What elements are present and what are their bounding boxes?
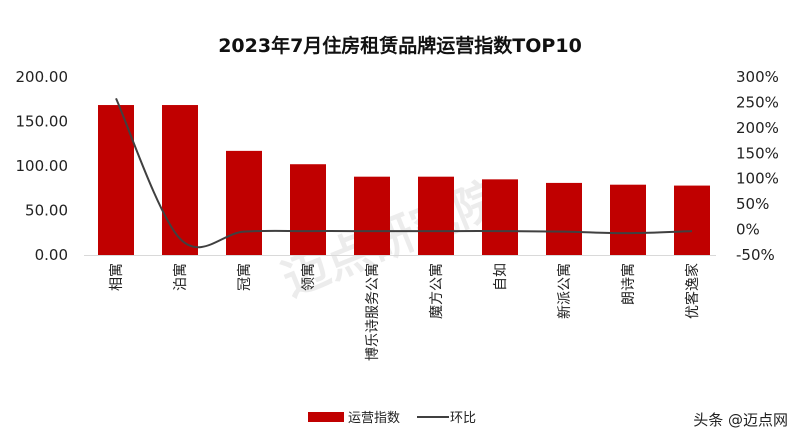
left-axis-tick: 150.00	[16, 113, 69, 131]
legend: 运营指数 环比	[308, 411, 476, 426]
category-label: 新派公寓	[556, 263, 573, 319]
legend-swatch-bar	[308, 412, 344, 422]
right-axis-tick: 200%	[736, 119, 779, 137]
bar	[162, 105, 198, 255]
left-axis-tick: 100.00	[16, 157, 69, 175]
bar	[610, 184, 646, 255]
right-axis-tick: 0%	[736, 221, 760, 239]
category-label: 优客逸家	[684, 263, 701, 319]
category-label: 领寓	[300, 263, 317, 291]
bar	[674, 185, 710, 255]
category-label: 朗诗寓	[620, 263, 637, 305]
corner-watermark: 头条 @迈点网	[693, 411, 788, 429]
left-axis-tick: 200.00	[16, 68, 69, 86]
legend-label-bar: 运营指数	[348, 411, 400, 426]
line-series-huanbi	[115, 97, 693, 249]
bar	[290, 164, 326, 255]
legend-label-line: 环比	[450, 411, 476, 426]
category-label: 自如	[493, 263, 509, 291]
left-axis-tick: 0.00	[35, 246, 68, 264]
chart-title: 2023年7月住房租赁品牌运营指数TOP10	[218, 34, 582, 57]
right-axis-tick: 300%	[736, 68, 779, 86]
right-axis-tick: 150%	[736, 144, 779, 162]
bar	[418, 176, 454, 255]
category-label: 相寓	[108, 263, 125, 291]
right-axis-tick: -50%	[736, 246, 775, 264]
right-axis-tick: 100%	[736, 170, 779, 188]
bar	[354, 176, 390, 255]
left-axis-tick: 50.00	[25, 202, 68, 220]
category-label: 泊寓	[172, 263, 189, 291]
bar	[226, 150, 262, 255]
category-label: 魔方公寓	[428, 263, 445, 319]
right-axis-tick: 250%	[736, 93, 779, 111]
right-axis-tick: 50%	[736, 195, 769, 213]
category-label: 冠寓	[236, 263, 253, 291]
bar	[546, 182, 582, 255]
bar	[482, 179, 518, 255]
category-label: 博乐诗服务公寓	[364, 263, 381, 361]
